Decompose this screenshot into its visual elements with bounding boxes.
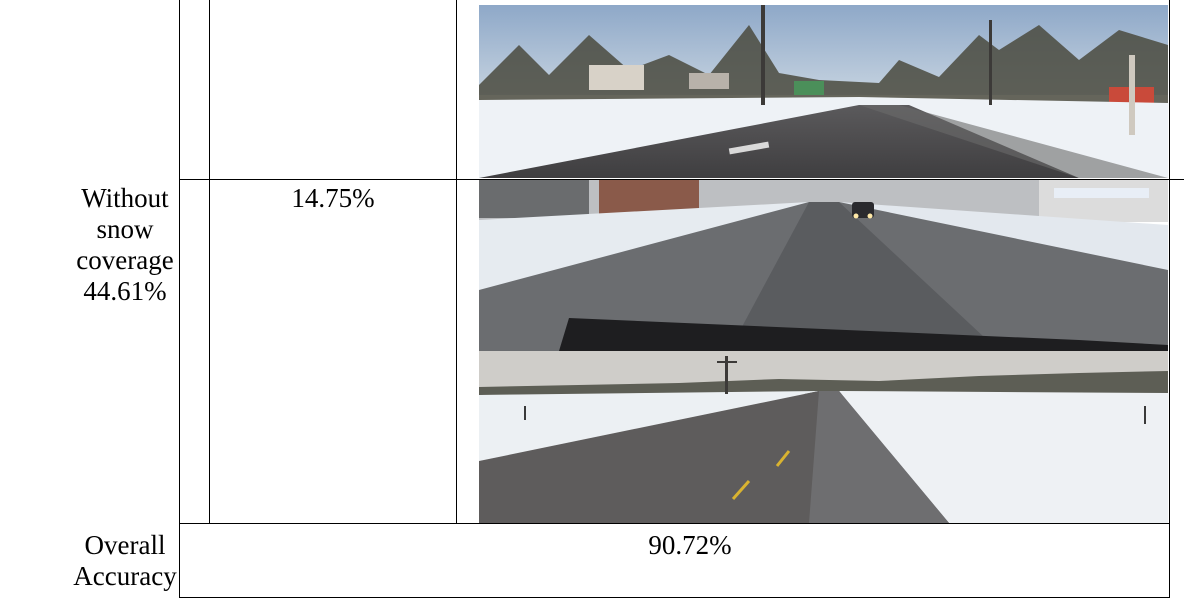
- road-photo-residential-snowbanks: [479, 5, 1168, 178]
- row2-category-line-3: coverage: [76, 245, 174, 275]
- table-border-col3: [456, 0, 457, 524]
- table-border-top-row3: [179, 523, 1170, 524]
- table-border-col2: [209, 0, 210, 524]
- road-photo-town-slush: [479, 180, 1168, 351]
- row2-category-line-2: snow: [96, 214, 154, 244]
- row3-label-line-2: Accuracy: [73, 561, 177, 591]
- row3-label-line-1: Overall: [84, 530, 166, 560]
- row2-category-cell: Without snow coverage 44.61%: [40, 183, 210, 307]
- row2-category-line-4: 44.61%: [83, 276, 167, 306]
- table-border-left: [179, 0, 180, 598]
- table-border-right: [1169, 0, 1170, 598]
- row2-percentage-cell: 14.75%: [291, 183, 375, 213]
- row2-category-line-1: Without: [81, 183, 169, 213]
- overall-accuracy-value: 90.72%: [648, 530, 732, 560]
- road-photo-rural-highway: [479, 351, 1168, 523]
- row3-label-cell: Overall Accuracy: [40, 530, 210, 592]
- table-border-top-row2: [179, 179, 1184, 180]
- table-border-bottom: [179, 597, 1170, 598]
